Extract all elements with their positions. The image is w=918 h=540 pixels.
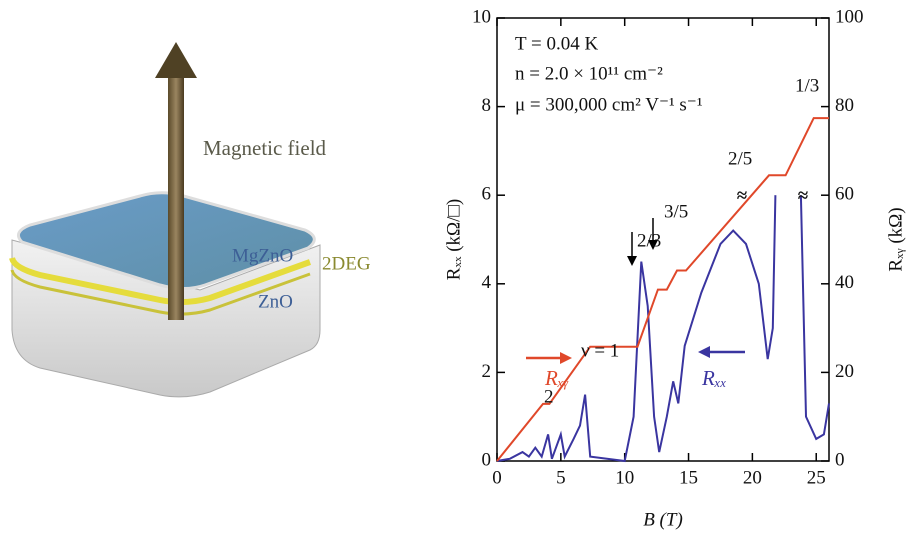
y-tick-label: 8 bbox=[482, 95, 492, 116]
y-tick-label: 10 bbox=[472, 6, 491, 27]
figure: Magnetic field MgZnO 2DEG ZnO 0510152025… bbox=[0, 0, 918, 535]
field-arrow-head bbox=[155, 42, 197, 78]
x-tick-label: 0 bbox=[492, 467, 502, 488]
y2-tick-label: 0 bbox=[835, 449, 845, 470]
layer-label: MgZnO bbox=[232, 245, 293, 266]
series-line bbox=[497, 195, 829, 461]
series-label: Rₓₓ bbox=[701, 366, 727, 390]
series-pointer-head bbox=[698, 346, 710, 358]
axis-break: ≈ bbox=[798, 185, 809, 206]
annotation: n = 2.0 × 10¹¹ cm⁻² bbox=[515, 63, 663, 84]
y2-tick-label: 40 bbox=[835, 272, 854, 293]
filling-label: 1/3 bbox=[795, 75, 819, 96]
annotation: T = 0.04 K bbox=[515, 33, 598, 54]
y2-tick-label: 20 bbox=[835, 361, 854, 382]
x-tick-label: 25 bbox=[807, 467, 826, 488]
y2-axis-label: Rₓᵧ (kΩ) bbox=[885, 207, 906, 271]
sample-illustration: Magnetic field MgZnO 2DEG ZnO bbox=[12, 42, 371, 397]
y-tick-label: 4 bbox=[482, 272, 492, 293]
field-arrow-shaft bbox=[168, 70, 184, 320]
y2-tick-label: 60 bbox=[835, 184, 854, 205]
x-tick-label: 15 bbox=[679, 467, 698, 488]
axis-break: ≈ bbox=[737, 185, 748, 206]
filling-label: 2/3 bbox=[637, 230, 661, 251]
pointer-head bbox=[627, 256, 637, 266]
annotation: μ = 300,000 cm² V⁻¹ s⁻¹ bbox=[515, 94, 703, 115]
filling-label: ν = 1 bbox=[581, 340, 619, 361]
field-label: Magnetic field bbox=[203, 136, 327, 160]
y-tick-label: 2 bbox=[482, 361, 492, 382]
layer-label: 2DEG bbox=[322, 253, 371, 274]
x-tick-label: 10 bbox=[615, 467, 634, 488]
y-tick-label: 6 bbox=[482, 184, 492, 205]
y-tick-label: 0 bbox=[482, 449, 492, 470]
y-axis-label: Rₓₓ (kΩ/□) bbox=[443, 199, 464, 280]
x-tick-label: 5 bbox=[556, 467, 566, 488]
filling-label: 2 bbox=[544, 386, 554, 407]
layer-label: ZnO bbox=[258, 291, 293, 312]
y2-tick-label: 80 bbox=[835, 95, 854, 116]
series-line bbox=[497, 118, 829, 461]
filling-label: 3/5 bbox=[664, 201, 688, 222]
filling-label: 2/5 bbox=[728, 148, 752, 169]
series-pointer-head bbox=[560, 352, 572, 364]
x-tick-label: 20 bbox=[743, 467, 762, 488]
y2-tick-label: 100 bbox=[835, 6, 864, 27]
x-axis-label: B (T) bbox=[643, 509, 683, 530]
